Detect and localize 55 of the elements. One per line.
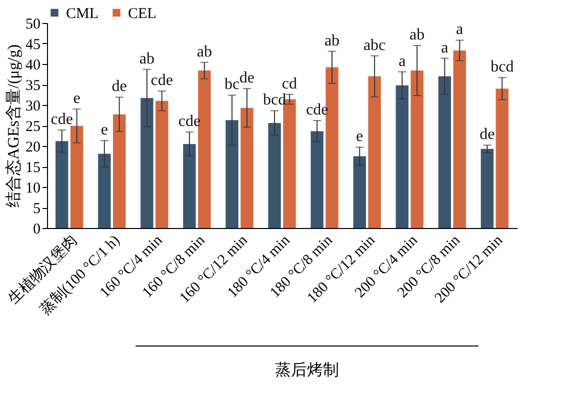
legend-label: CEL <box>128 6 156 22</box>
y-tick-label: 40 <box>26 58 40 74</box>
bar <box>453 50 466 228</box>
bar <box>56 141 68 228</box>
y-tick-label: 30 <box>26 98 40 114</box>
y-tick-label: 15 <box>26 160 40 176</box>
bar <box>140 98 154 228</box>
y-tick-label: 35 <box>26 78 40 94</box>
data-label: ab <box>410 26 425 44</box>
data-label: a <box>456 21 464 38</box>
bar <box>226 120 238 228</box>
data-label: a <box>398 52 406 70</box>
bar <box>112 114 126 228</box>
bar <box>198 70 211 228</box>
data-label: bc <box>224 76 240 94</box>
y-tick-label: 45 <box>26 37 40 53</box>
bar <box>156 100 168 228</box>
y-axis-title: 结合态AGEs含量/(μg/g) <box>4 44 22 208</box>
data-label: cde <box>50 111 73 128</box>
data-label: de <box>480 126 495 144</box>
y-tick-label: 25 <box>26 119 40 135</box>
bar <box>396 85 408 228</box>
y-tick-label: 5 <box>33 201 40 217</box>
bar <box>480 148 494 228</box>
bar <box>183 144 196 228</box>
bar <box>70 126 84 228</box>
y-tick-label: 0 <box>33 222 40 238</box>
y-tick-label: 20 <box>26 140 40 156</box>
data-label: abc <box>363 36 386 54</box>
data-label: bcd <box>490 58 514 76</box>
y-tick-label: 10 <box>26 180 40 196</box>
data-label: bcd <box>262 92 286 109</box>
bar <box>438 76 452 228</box>
bar <box>310 131 324 228</box>
data-label: ab <box>196 43 212 60</box>
data-label: e <box>100 122 108 139</box>
data-label: e <box>73 90 80 108</box>
y-tick-label: 50 <box>26 16 40 32</box>
data-label: cde <box>150 72 173 90</box>
bar <box>240 108 254 228</box>
bar <box>368 76 381 228</box>
data-label: cd <box>282 75 298 92</box>
data-label: ab <box>324 32 340 50</box>
data-label: de <box>239 70 254 87</box>
data-label: de <box>112 78 127 96</box>
bar <box>268 123 281 228</box>
text: 蒸后烤制 <box>275 361 340 379</box>
bar <box>496 88 508 228</box>
legend-label: CML <box>66 6 99 22</box>
bar <box>353 156 366 228</box>
bar <box>98 154 111 228</box>
bar <box>410 70 424 228</box>
data-label: a <box>441 39 448 56</box>
data-label: ab <box>139 50 154 68</box>
data-label: e <box>356 128 364 146</box>
